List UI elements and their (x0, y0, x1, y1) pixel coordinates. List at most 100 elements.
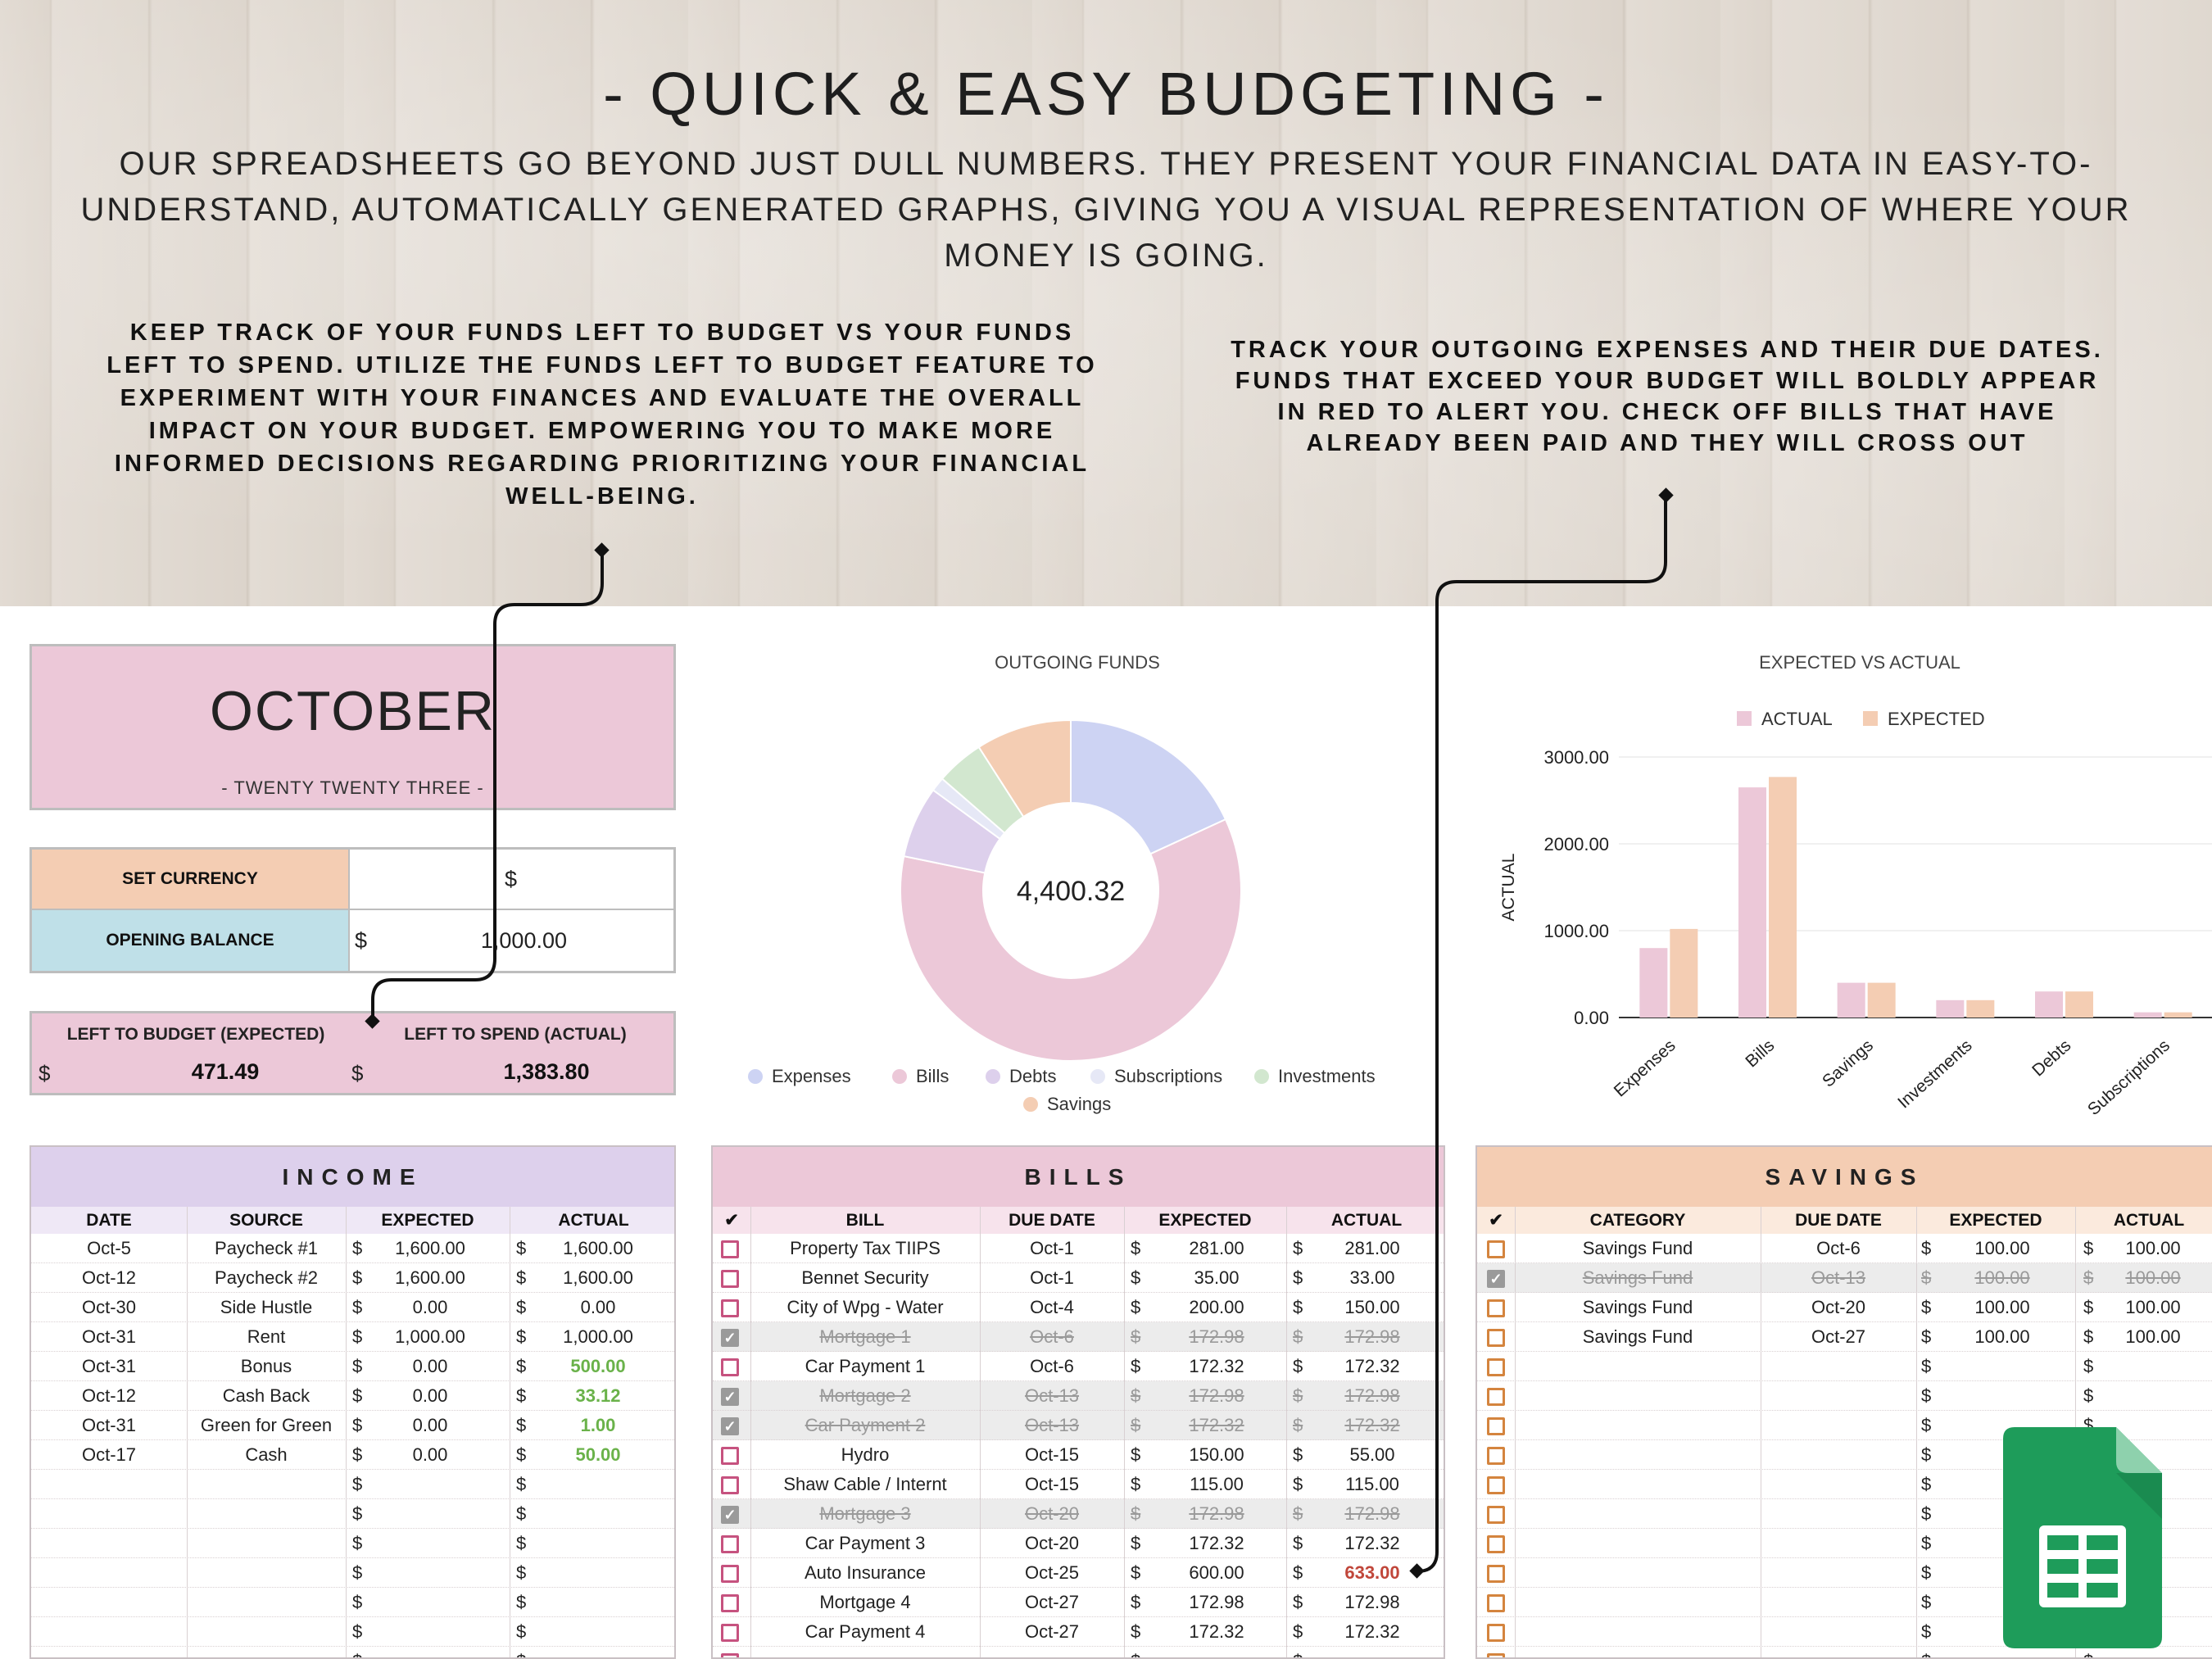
table-row: ✓ Mortgage 3 Oct-20 $172.98 $172.98 (713, 1499, 1444, 1529)
table-row: Car Payment 3 Oct-20 $172.32 $172.32 (713, 1529, 1444, 1558)
savings-expected-currency: $ (1921, 1297, 1932, 1317)
bill-actual-currency: $ (1293, 1385, 1303, 1406)
bill-paid-checkbox[interactable] (721, 1270, 739, 1288)
set-currency-cell[interactable]: $ (348, 850, 673, 909)
legend-label-expected: EXPECTED (1888, 709, 1985, 729)
bill-paid-checkbox[interactable] (721, 1565, 739, 1583)
savings-paid-checkbox[interactable] (1487, 1299, 1505, 1317)
savings-paid-checkbox[interactable] (1487, 1417, 1505, 1435)
income-date-cell: Oct-30 (81, 1297, 137, 1317)
bill-paid-checkbox[interactable]: ✓ (721, 1388, 739, 1406)
bills-column-headers: ✔ BILL DUE DATE EXPECTED ACTUAL (713, 1207, 1444, 1234)
savings-col-due: DUE DATE (1795, 1211, 1882, 1230)
income-date-cell: Oct-12 (81, 1385, 137, 1406)
savings-expected-currency: $ (1921, 1647, 1938, 1657)
savings-paid-checkbox[interactable]: ✓ (1487, 1270, 1505, 1288)
bill-name-cell: Car Payment 3 (805, 1533, 926, 1553)
left-to-budget-label: LEFT TO BUDGET (EXPECTED) (66, 1025, 325, 1044)
savings-paid-checkbox[interactable] (1487, 1447, 1505, 1465)
income-actual-cell: 33.12 (575, 1385, 621, 1406)
savings-paid-checkbox[interactable] (1487, 1535, 1505, 1553)
income-expected-currency: $ (352, 1326, 363, 1347)
bill-expected-currency: $ (1131, 1444, 1141, 1465)
column-divider (1515, 1207, 1516, 1657)
savings-paid-checkbox[interactable] (1487, 1358, 1505, 1376)
savings-paid-checkbox[interactable] (1487, 1653, 1505, 1657)
income-expected-currency: $ (352, 1503, 363, 1524)
bill-paid-checkbox[interactable] (721, 1240, 739, 1258)
savings-paid-checkbox[interactable] (1487, 1240, 1505, 1258)
income-actual-currency: $ (516, 1326, 527, 1347)
bill-name-cell: Car Payment 2 (805, 1415, 926, 1435)
bar-actual-debts (2035, 991, 2063, 1018)
bill-actual-cell: 55.00 (1349, 1444, 1395, 1465)
bill-expected-cell: 115.00 (1190, 1474, 1244, 1494)
bill-actual-currency: $ (1293, 1415, 1303, 1435)
bills-col-due: DUE DATE (1009, 1211, 1095, 1230)
savings-actual-currency: $ (2083, 1326, 2094, 1347)
savings-paid-checkbox[interactable] (1487, 1329, 1505, 1347)
savings-paid-checkbox[interactable] (1487, 1594, 1505, 1612)
legend-swatch-bills (892, 1069, 907, 1084)
bar-expected-subscriptions (2164, 1012, 2192, 1018)
banner-title: - QUICK & EASY BUDGETING - (603, 60, 1609, 128)
bar-expected-expenses (1670, 928, 1698, 1018)
bill-actual-cell: 172.32 (1344, 1415, 1400, 1435)
bill-name-cell: Mortgage 2 (819, 1385, 911, 1406)
bill-paid-checkbox[interactable] (721, 1447, 739, 1465)
bar-chart-title: EXPECTED VS ACTUAL (1759, 652, 1960, 673)
savings-col-check: ✔ (1489, 1211, 1503, 1230)
y-tick-label: 2000.00 (1543, 834, 1609, 854)
bill-paid-checkbox[interactable] (721, 1299, 739, 1317)
bill-paid-checkbox[interactable]: ✓ (721, 1329, 739, 1347)
bill-paid-checkbox[interactable]: ✓ (721, 1506, 739, 1524)
bill-paid-checkbox[interactable] (721, 1476, 739, 1494)
bill-paid-checkbox[interactable]: ✓ (721, 1417, 739, 1435)
bill-paid-checkbox[interactable] (721, 1358, 739, 1376)
legend-label-actual: ACTUAL (1761, 709, 1833, 729)
savings-paid-checkbox[interactable] (1487, 1506, 1505, 1524)
income-date-cell: Oct-31 (81, 1326, 137, 1347)
bill-actual-currency: $ (1293, 1356, 1303, 1376)
income-actual-currency: $ (516, 1592, 527, 1612)
banner-subtitle: OUR SPREADSHEETS GO BEYOND JUST DULL NUM… (80, 146, 2132, 274)
income-expected-cell: 0.00 (412, 1385, 448, 1406)
income-expected-cell: 0.00 (412, 1415, 448, 1435)
savings-col-category: CATEGORY (1589, 1211, 1686, 1230)
bills-col-check: ✔ (724, 1211, 739, 1230)
column-divider (1124, 1207, 1125, 1657)
bill-actual-currency: $ (1293, 1326, 1303, 1347)
bill-expected-cell: 172.98 (1189, 1592, 1244, 1612)
bill-paid-checkbox[interactable] (721, 1594, 739, 1612)
savings-expected-currency: $ (1921, 1267, 1932, 1288)
legend-swatch-expenses (748, 1069, 763, 1084)
income-expected-currency: $ (352, 1647, 369, 1657)
table-row: Savings Fund Oct-6 $100.00 $100.00 (1477, 1234, 2212, 1263)
income-actual-currency: $ (516, 1562, 527, 1583)
savings-paid-checkbox[interactable] (1487, 1565, 1505, 1583)
income-actual-currency: $ (516, 1238, 527, 1258)
savings-paid-checkbox[interactable] (1487, 1624, 1505, 1642)
bill-paid-checkbox[interactable] (721, 1624, 739, 1642)
bill-paid-checkbox[interactable] (721, 1653, 739, 1657)
savings-paid-checkbox[interactable] (1487, 1388, 1505, 1406)
savings-actual-currency: $ (2083, 1385, 2094, 1406)
bill-due-date-cell: Oct-4 (1030, 1297, 1074, 1317)
bill-expected-currency: $ (1131, 1326, 1141, 1347)
table-row: Car Payment 4 Oct-27 $172.32 $172.32 (713, 1617, 1444, 1647)
bill-expected-currency: $ (1131, 1474, 1141, 1494)
savings-due-date-cell: Oct-20 (1811, 1297, 1866, 1317)
savings-actual-currency: $ (2083, 1267, 2094, 1288)
outgoing-funds-donut-chart: 4,400.32 Expenses Bills Debts Subscriptions I… (748, 718, 1376, 1114)
income-source-cell: Side Hustle (220, 1297, 313, 1317)
savings-expected-currency: $ (1921, 1415, 1932, 1435)
bill-due-date-cell: Oct-13 (1024, 1385, 1080, 1406)
legend-label-debts: Debts (1009, 1066, 1056, 1086)
table-row: $$ (31, 1558, 674, 1588)
bill-actual-currency: $ (1293, 1647, 1309, 1657)
income-source-cell: Paycheck #2 (215, 1267, 318, 1288)
savings-expected-currency: $ (1921, 1385, 1932, 1406)
savings-paid-checkbox[interactable] (1487, 1476, 1505, 1494)
bill-paid-checkbox[interactable] (721, 1535, 739, 1553)
bill-name-cell: Bennet Security (801, 1267, 929, 1288)
